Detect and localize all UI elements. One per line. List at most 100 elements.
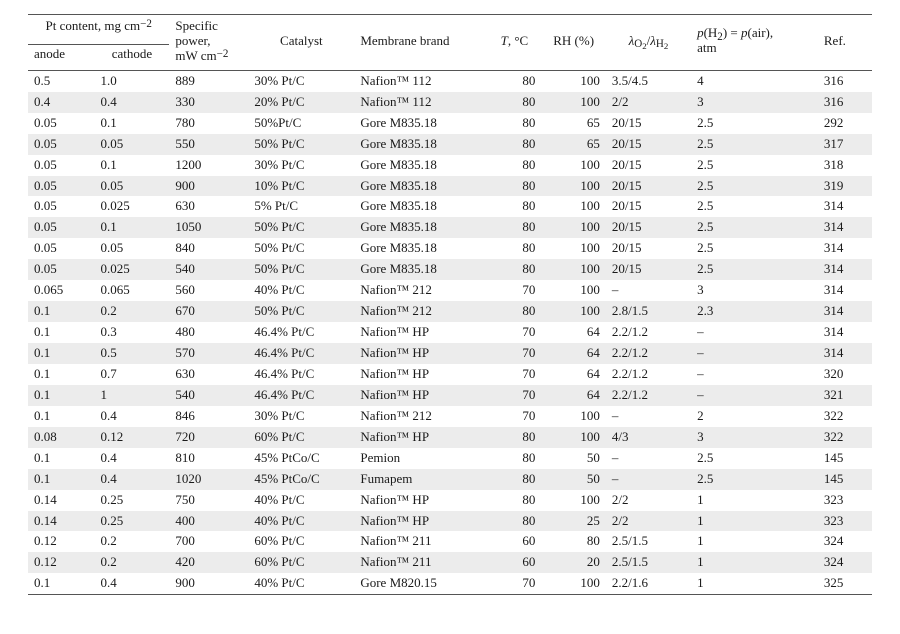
cell-lambda: 20/15	[606, 176, 691, 197]
cell-cathode: 0.025	[95, 196, 170, 217]
cell-pressure: –	[691, 322, 818, 343]
table-body: 0.51.088930% Pt/CNafion™ 112801003.5/4.5…	[28, 70, 872, 594]
table-row: 0.140.2575040% Pt/CNafion™ HP801002/2132…	[28, 490, 872, 511]
cell-rh: 100	[541, 573, 605, 594]
cell-anode: 0.1	[28, 385, 95, 406]
cell-rh: 64	[541, 322, 605, 343]
hdr-temp: T, °C	[487, 15, 541, 71]
cell-rh: 65	[541, 113, 605, 134]
cell-membrane: Gore M835.18	[354, 113, 487, 134]
cell-catalyst: 46.4% Pt/C	[248, 364, 354, 385]
cell-lambda: –	[606, 448, 691, 469]
cell-anode: 0.05	[28, 238, 95, 259]
table-row: 0.050.0555050% Pt/CGore M835.18806520/15…	[28, 134, 872, 155]
cell-rh: 100	[541, 70, 605, 91]
cell-power: 540	[169, 385, 248, 406]
cell-anode: 0.08	[28, 427, 95, 448]
cell-anode: 0.1	[28, 322, 95, 343]
cell-anode: 0.1	[28, 343, 95, 364]
cell-temp: 80	[487, 259, 541, 280]
cell-temp: 80	[487, 92, 541, 113]
cell-lambda: 2/2	[606, 511, 691, 532]
cell-pressure: 2.5	[691, 196, 818, 217]
cell-cathode: 1	[95, 385, 170, 406]
table-row: 0.10.267050% Pt/CNafion™ 212801002.8/1.5…	[28, 301, 872, 322]
cell-power: 780	[169, 113, 248, 134]
cell-power: 400	[169, 511, 248, 532]
cell-pressure: 3	[691, 427, 818, 448]
cell-membrane: Nafion™ HP	[354, 322, 487, 343]
cell-rh: 100	[541, 301, 605, 322]
cell-power: 720	[169, 427, 248, 448]
cell-lambda: 2.2/1.2	[606, 385, 691, 406]
cell-rh: 25	[541, 511, 605, 532]
cell-catalyst: 45% PtCo/C	[248, 469, 354, 490]
cell-catalyst: 30% Pt/C	[248, 155, 354, 176]
cell-power: 846	[169, 406, 248, 427]
cell-membrane: Gore M835.18	[354, 176, 487, 197]
cell-ref: 316	[818, 92, 872, 113]
cell-lambda: 2.2/1.6	[606, 573, 691, 594]
hdr-cathode: cathode	[95, 45, 170, 71]
cell-rh: 100	[541, 259, 605, 280]
cell-ref: 314	[818, 196, 872, 217]
cell-anode: 0.05	[28, 176, 95, 197]
cell-power: 540	[169, 259, 248, 280]
hdr-lambda: λO2/λH2	[606, 15, 691, 71]
cell-temp: 70	[487, 573, 541, 594]
cell-lambda: –	[606, 406, 691, 427]
cell-cathode: 0.05	[95, 176, 170, 197]
cell-pressure: –	[691, 385, 818, 406]
cell-ref: 322	[818, 427, 872, 448]
cell-anode: 0.5	[28, 70, 95, 91]
cell-temp: 80	[487, 427, 541, 448]
cell-membrane: Nafion™ HP	[354, 385, 487, 406]
table-row: 0.10.484630% Pt/CNafion™ 21270100–2322	[28, 406, 872, 427]
cell-temp: 70	[487, 385, 541, 406]
cell-pressure: –	[691, 364, 818, 385]
cell-lambda: 3.5/4.5	[606, 70, 691, 91]
cell-catalyst: 60% Pt/C	[248, 427, 354, 448]
cell-cathode: 0.5	[95, 343, 170, 364]
cell-temp: 80	[487, 176, 541, 197]
cell-ref: 321	[818, 385, 872, 406]
cell-ref: 318	[818, 155, 872, 176]
cell-anode: 0.14	[28, 490, 95, 511]
cell-cathode: 0.05	[95, 238, 170, 259]
cell-pressure: 3	[691, 280, 818, 301]
cell-membrane: Nafion™ HP	[354, 364, 487, 385]
cell-cathode: 0.4	[95, 573, 170, 594]
cell-membrane: Nafion™ HP	[354, 511, 487, 532]
cell-ref: 322	[818, 406, 872, 427]
cell-power: 900	[169, 573, 248, 594]
cell-anode: 0.1	[28, 448, 95, 469]
cell-power: 420	[169, 552, 248, 573]
table-row: 0.1154046.4% Pt/CNafion™ HP70642.2/1.2–3…	[28, 385, 872, 406]
cell-temp: 80	[487, 511, 541, 532]
cell-cathode: 0.4	[95, 448, 170, 469]
cell-catalyst: 40% Pt/C	[248, 573, 354, 594]
cell-cathode: 0.05	[95, 134, 170, 155]
cell-rh: 80	[541, 531, 605, 552]
table-row: 0.080.1272060% Pt/CNafion™ HP801004/3332…	[28, 427, 872, 448]
cell-lambda: 2/2	[606, 490, 691, 511]
cell-membrane: Nafion™ 211	[354, 552, 487, 573]
cell-power: 630	[169, 364, 248, 385]
cell-catalyst: 40% Pt/C	[248, 490, 354, 511]
cell-pressure: 1	[691, 573, 818, 594]
cell-pressure: 1	[691, 552, 818, 573]
cell-rh: 64	[541, 364, 605, 385]
table-row: 0.050.0590010% Pt/CGore M835.188010020/1…	[28, 176, 872, 197]
cell-pressure: 1	[691, 511, 818, 532]
cell-power: 330	[169, 92, 248, 113]
cell-pressure: 2	[691, 406, 818, 427]
cell-ref: 316	[818, 70, 872, 91]
cell-temp: 70	[487, 364, 541, 385]
cell-ref: 323	[818, 490, 872, 511]
cell-temp: 80	[487, 113, 541, 134]
table-row: 0.40.433020% Pt/CNafion™ 112801002/23316	[28, 92, 872, 113]
cell-power: 889	[169, 70, 248, 91]
cell-catalyst: 60% Pt/C	[248, 531, 354, 552]
cell-power: 630	[169, 196, 248, 217]
cell-lambda: 2.2/1.2	[606, 364, 691, 385]
